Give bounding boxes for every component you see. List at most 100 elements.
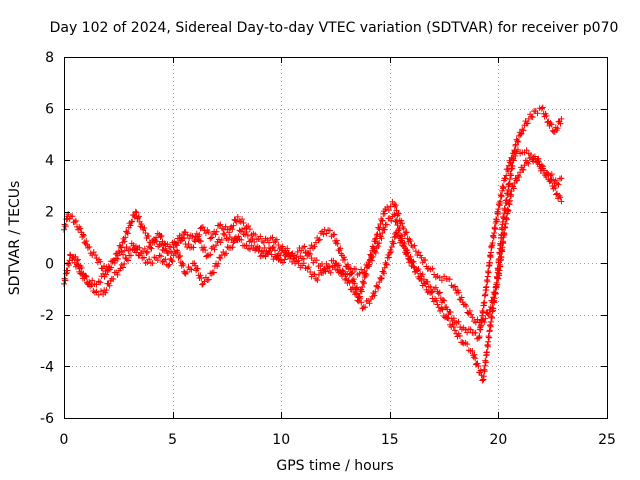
- data-point: [359, 283, 366, 290]
- data-point: [352, 266, 359, 273]
- data-point: [376, 240, 383, 247]
- data-point: [237, 218, 244, 225]
- data-point: [407, 238, 414, 245]
- data-point: [358, 288, 365, 295]
- data-point: [205, 229, 212, 236]
- data-point: [407, 258, 414, 265]
- data-point: [428, 289, 435, 296]
- data-point: [290, 255, 297, 262]
- data-point: [268, 251, 275, 258]
- data-marks: [61, 104, 565, 384]
- data-point: [74, 256, 81, 263]
- data-point: [514, 138, 521, 145]
- data-point: [230, 222, 237, 229]
- data-point: [133, 209, 140, 216]
- data-point: [62, 222, 69, 229]
- data-point: [119, 264, 126, 271]
- data-point: [482, 315, 489, 322]
- data-point: [106, 282, 113, 289]
- data-point: [95, 278, 102, 285]
- data-point: [486, 259, 493, 266]
- data-point: [412, 248, 419, 255]
- data-point: [67, 251, 74, 258]
- data-point: [71, 219, 78, 226]
- data-point: [279, 243, 286, 250]
- axis-ticks: [64, 57, 608, 419]
- data-point: [256, 244, 263, 251]
- data-point: [372, 288, 379, 295]
- data-point: [326, 227, 333, 234]
- data-point: [97, 279, 104, 286]
- data-point: [422, 257, 429, 264]
- data-point: [320, 269, 327, 276]
- data-point: [544, 119, 551, 126]
- data-point: [246, 246, 253, 253]
- data-point: [69, 213, 76, 220]
- data-point: [507, 159, 514, 166]
- data-point: [469, 347, 476, 354]
- data-point: [134, 246, 141, 253]
- data-point: [475, 363, 482, 370]
- data-point: [519, 166, 526, 173]
- data-point: [481, 299, 488, 306]
- data-point: [133, 249, 140, 256]
- data-point: [381, 210, 388, 217]
- data-point: [375, 243, 382, 250]
- data-point: [378, 235, 385, 242]
- data-point: [220, 249, 227, 256]
- data-point: [180, 262, 187, 269]
- data-point: [82, 273, 89, 280]
- data-point: [541, 170, 548, 177]
- y-tick-label: 2: [45, 205, 54, 221]
- data-point: [313, 257, 320, 264]
- data-point: [558, 175, 565, 182]
- data-point: [124, 257, 131, 264]
- data-point: [294, 248, 301, 255]
- data-point: [480, 309, 487, 316]
- data-point: [487, 249, 494, 256]
- data-point: [149, 260, 156, 267]
- data-point: [169, 258, 176, 265]
- data-point: [95, 291, 102, 298]
- data-point: [409, 243, 416, 250]
- data-point: [205, 252, 212, 259]
- data-point: [144, 248, 151, 255]
- data-point: [217, 221, 224, 228]
- data-point: [376, 279, 383, 286]
- data-point: [257, 233, 264, 240]
- data-point: [481, 362, 488, 369]
- data-point: [366, 300, 373, 307]
- data-point: [394, 222, 401, 229]
- data-point: [358, 266, 365, 273]
- data-point: [276, 246, 283, 253]
- data-point: [344, 271, 351, 278]
- data-point: [502, 220, 509, 227]
- data-point: [295, 260, 302, 267]
- data-point: [288, 251, 295, 258]
- data-point: [388, 217, 395, 224]
- data-point: [190, 244, 197, 251]
- data-point: [310, 244, 317, 251]
- data-point: [111, 259, 118, 266]
- data-point: [208, 245, 215, 252]
- data-point: [201, 244, 208, 251]
- data-point: [189, 233, 196, 240]
- plot-frame: [64, 57, 608, 419]
- x-tick-labels: 0 5 10 15 20 25: [60, 432, 616, 448]
- data-point: [145, 232, 152, 239]
- data-point: [397, 232, 404, 239]
- data-point: [476, 333, 483, 340]
- data-point: [415, 249, 422, 256]
- data-point: [497, 263, 504, 270]
- data-point: [558, 198, 565, 205]
- data-point: [83, 238, 90, 245]
- data-point: [243, 242, 250, 249]
- data-point: [552, 185, 559, 192]
- data-point: [202, 230, 209, 237]
- data-point: [89, 277, 96, 284]
- data-point: [380, 268, 387, 275]
- data-point: [244, 232, 251, 239]
- data-point: [378, 275, 385, 282]
- data-point: [300, 260, 307, 267]
- data-point: [198, 275, 205, 282]
